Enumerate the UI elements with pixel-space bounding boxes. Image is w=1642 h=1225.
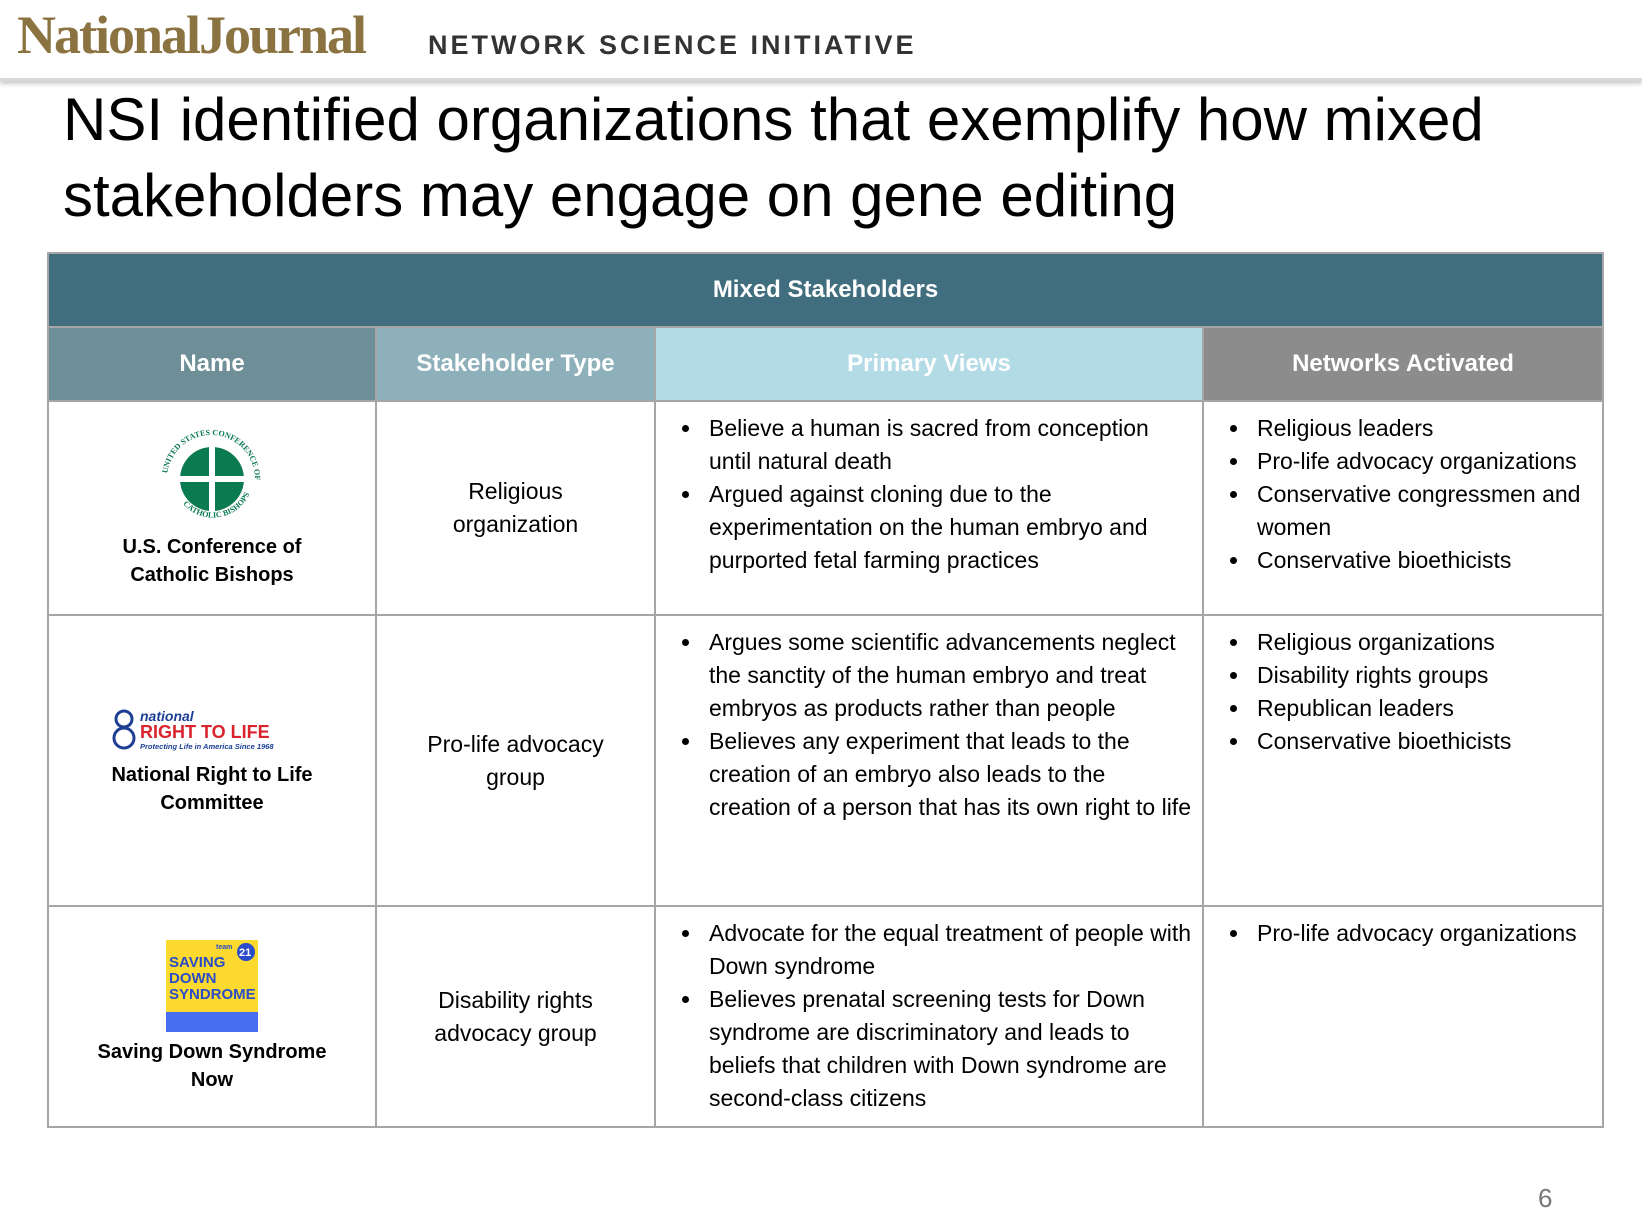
networks-cell: Pro-life advocacy organizations — [1201, 905, 1605, 1128]
stakeholder-table: Mixed Stakeholders Name Stakeholder Type… — [46, 252, 1605, 1128]
logo-ring — [114, 709, 134, 728]
network-item: Conservative bioethicists — [1251, 544, 1592, 577]
logo-text: SAVING — [169, 954, 225, 971]
name-cell: team 21 SAVING DOWN SYNDROME Saving Down Synd… — [47, 905, 377, 1128]
logo-ring — [112, 726, 136, 749]
network-item: Religious organizations — [1251, 626, 1592, 659]
stakeholder-type: Disability rights advocacy group — [434, 986, 597, 1046]
column-header: Name — [47, 326, 377, 402]
logo-text: national — [140, 708, 195, 724]
type-cell: Religious organization — [375, 400, 656, 616]
table-row: UNITED STATES CONFERENCE OF CATHOLIC BISH… — [47, 400, 1605, 616]
logo-text: 21 — [239, 947, 251, 959]
initiative: NETWORK SCIENCE INITIATIVE — [428, 30, 917, 60]
table-body: Mixed Stakeholders Name Stakeholder Type… — [46, 252, 1605, 1128]
views-list: Advocate for the equal treatment of peop… — [656, 917, 1192, 1115]
view-item: Believes prenatal screening tests for Do… — [703, 983, 1192, 1115]
network-item: Pro-life advocacy organizations — [1251, 445, 1592, 478]
logo-text: team — [216, 944, 232, 951]
table-row: team 21 SAVING DOWN SYNDROME Saving Down Synd… — [47, 905, 1605, 1128]
networks-list: Pro-life advocacy organizations — [1204, 917, 1592, 950]
column-header: Primary Views — [654, 326, 1204, 402]
networks-list: Religious organizationsDisability rights… — [1204, 626, 1592, 758]
logo-text: RIGHT TO LIFE — [140, 722, 270, 742]
views-cell: Argues some scientific advancements negl… — [654, 614, 1204, 907]
logo-bg — [166, 1011, 258, 1032]
network-item: Conservative congressmen and women — [1251, 478, 1592, 544]
logo-badge — [237, 942, 255, 961]
view-item: Argued against cloning due to the experi… — [703, 478, 1192, 577]
org-name: U.S. Conference of Catholic Bishops — [122, 536, 302, 586]
type-cell: Disability rights advocacy group — [375, 905, 656, 1128]
org-name: National Right to Life Committee — [111, 763, 313, 814]
networks-list: Religious leadersPro-life advocacy organ… — [1204, 412, 1592, 577]
logo-cross — [180, 476, 244, 482]
network-item: Conservative bioethicists — [1251, 725, 1592, 758]
brand: NationalJournal — [17, 5, 367, 65]
network-item: Pro-life advocacy organizations — [1251, 917, 1592, 950]
network-item: Republican leaders — [1251, 692, 1592, 725]
view-item: Believes any experiment that leads to th… — [703, 725, 1192, 824]
column-header-row: Name Stakeholder Type Primary Views Netw… — [47, 326, 1605, 402]
name-cell: UNITED STATES CONFERENCE OF CATHOLIC BISH… — [47, 400, 377, 616]
org-name: Saving Down Syndrome Now — [97, 1040, 327, 1091]
stakeholder-type: Religious organization — [452, 478, 579, 537]
views-list: Argues some scientific advancements negl… — [656, 626, 1192, 824]
networks-cell: Religious leadersPro-life advocacy organ… — [1201, 400, 1605, 616]
logo-text: SYNDROME — [169, 986, 256, 1003]
slide-title: NSI identified organizations that exempl… — [63, 86, 1484, 229]
table-row: national RIGHT TO LIFE Protecting Life in … — [47, 614, 1605, 907]
view-item: Believe a human is sacred from conceptio… — [703, 412, 1192, 478]
logo-text: Protecting Life in America Since 1968 — [140, 742, 274, 751]
view-item: Advocate for the equal treatment of peop… — [703, 917, 1192, 983]
logo-text: DOWN — [169, 970, 217, 987]
view-item: Argues some scientific advancements negl… — [703, 626, 1192, 725]
column-header: Networks Activated — [1201, 326, 1605, 402]
views-cell: Advocate for the equal treatment of peop… — [654, 905, 1204, 1128]
views-cell: Believe a human is sacred from conceptio… — [654, 400, 1204, 616]
network-item: Disability rights groups — [1251, 659, 1592, 692]
name-cell: national RIGHT TO LIFE Protecting Life in … — [47, 614, 377, 907]
column-header: Stakeholder Type — [375, 326, 656, 402]
views-list: Believe a human is sacred from conceptio… — [656, 412, 1192, 577]
caption-row: Mixed Stakeholders — [46, 252, 1605, 328]
networks-cell: Religious organizationsDisability rights… — [1201, 614, 1605, 907]
stakeholder-type: Pro-life advocacy group — [427, 730, 604, 790]
network-item: Religious leaders — [1251, 412, 1592, 445]
header: NationalJournal NETWORK SCIENCE INITIATI… — [0, 0, 1642, 81]
type-cell: Pro-life advocacy group — [375, 614, 656, 907]
page-number: 6 — [1538, 1183, 1553, 1213]
table-caption: Mixed Stakeholders — [46, 252, 1605, 328]
